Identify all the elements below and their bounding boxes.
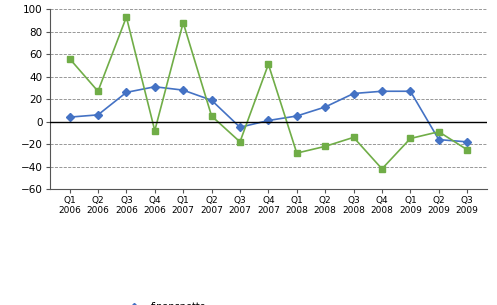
finansnetto — [152, 85, 158, 88]
finansnetto — [123, 91, 129, 94]
Line: räkenskansperindens vinst (förlust): räkenskansperindens vinst (förlust) — [67, 14, 470, 172]
finansnetto — [350, 92, 356, 95]
finansnetto — [464, 140, 470, 144]
räkenskansperindens vinst (förlust) — [265, 63, 271, 66]
räkenskansperindens vinst (förlust) — [294, 151, 300, 155]
räkenskansperindens vinst (förlust) — [67, 57, 73, 60]
räkenskansperindens vinst (förlust) — [237, 140, 243, 144]
räkenskansperindens vinst (förlust) — [123, 15, 129, 19]
finansnetto — [67, 115, 73, 119]
räkenskansperindens vinst (förlust) — [379, 167, 385, 171]
räkenskansperindens vinst (förlust) — [350, 135, 356, 139]
finansnetto — [294, 114, 300, 118]
räkenskansperindens vinst (förlust) — [152, 129, 158, 132]
räkenskansperindens vinst (förlust) — [436, 130, 442, 134]
finansnetto — [95, 113, 101, 117]
finansnetto — [436, 138, 442, 142]
Legend: finansnetto, räkenskansperindens vinst (förlust): finansnetto, räkenskansperindens vinst (… — [120, 298, 329, 305]
finansnetto — [379, 89, 385, 93]
räkenskansperindens vinst (förlust) — [464, 148, 470, 152]
räkenskansperindens vinst (förlust) — [322, 145, 328, 148]
finansnetto — [180, 88, 186, 92]
räkenskansperindens vinst (förlust) — [95, 89, 101, 93]
finansnetto — [408, 89, 414, 93]
finansnetto — [322, 105, 328, 109]
finansnetto — [209, 99, 215, 102]
räkenskansperindens vinst (förlust) — [180, 21, 186, 24]
räkenskansperindens vinst (förlust) — [408, 137, 414, 140]
Line: finansnetto: finansnetto — [67, 84, 470, 145]
räkenskansperindens vinst (förlust) — [209, 114, 215, 118]
finansnetto — [237, 125, 243, 129]
finansnetto — [265, 119, 271, 122]
